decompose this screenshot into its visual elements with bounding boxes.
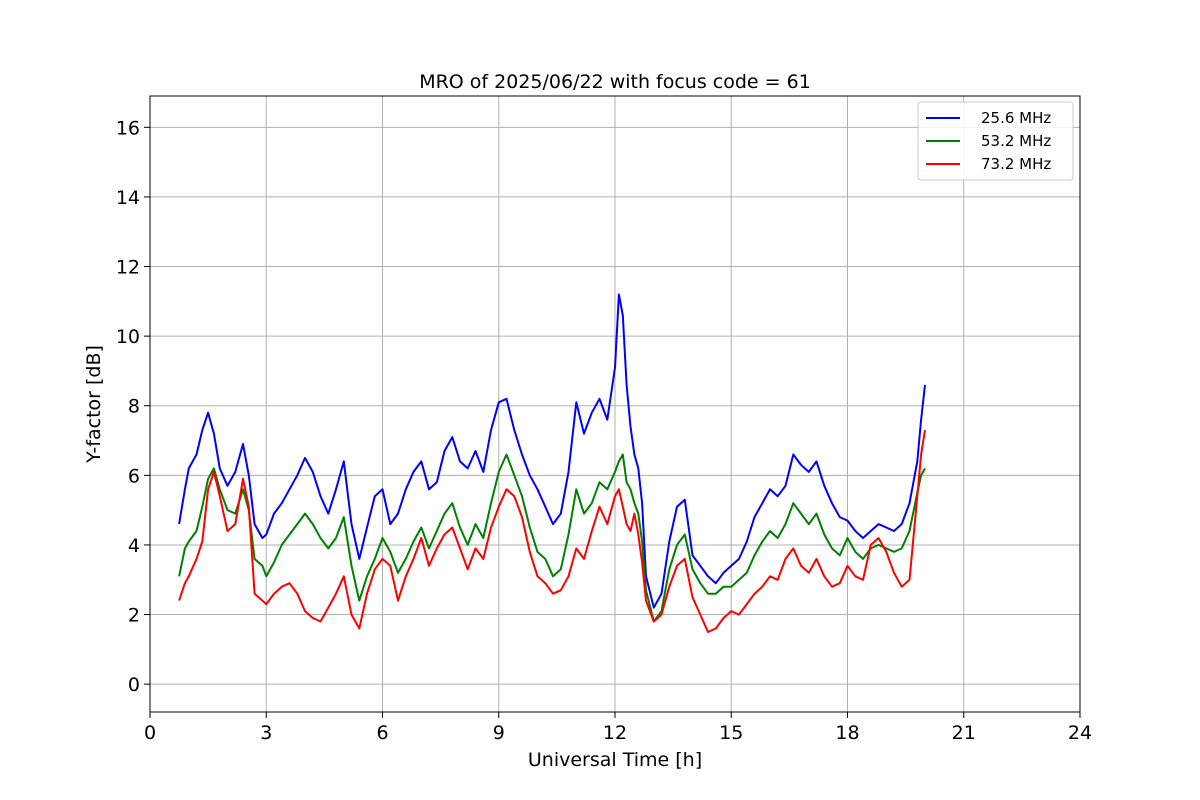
x-tick-label: 18: [835, 722, 859, 744]
legend-entry: 53.2 MHz: [981, 132, 1051, 150]
y-axis-label: Y-factor [dB]: [83, 345, 105, 464]
x-tick-label: 15: [719, 722, 743, 744]
x-tick-label: 12: [603, 722, 627, 744]
y-tick-label: 14: [116, 187, 140, 209]
y-tick-label: 10: [116, 326, 140, 348]
series-line-25-6-mhz: [178, 293, 926, 609]
series-line-73-2-mhz: [178, 429, 926, 633]
y-tick-label: 0: [128, 674, 140, 696]
y-tick-label: 2: [128, 605, 140, 627]
x-tick-label: 0: [144, 722, 156, 744]
x-tick-label: 24: [1068, 722, 1092, 744]
series-group: [178, 293, 926, 633]
legend: 25.6 MHz 53.2 MHz 73.2 MHz: [917, 101, 1074, 181]
legend-entry: 25.6 MHz: [981, 109, 1051, 127]
x-axis-label: Universal Time [h]: [528, 749, 702, 771]
series-line-53-2-mhz: [178, 453, 926, 623]
y-tick-label: 4: [128, 535, 140, 557]
y-tick-label: 16: [116, 117, 140, 139]
x-tick-label: 6: [376, 722, 388, 744]
chart-title: MRO of 2025/06/22 with focus code = 61: [419, 71, 811, 93]
x-tick-label: 21: [952, 722, 976, 744]
y-tick-label: 8: [128, 396, 140, 418]
x-tick-label: 3: [260, 722, 272, 744]
y-tick-label: 12: [116, 257, 140, 279]
legend-box: [917, 101, 1074, 181]
y-tick-label: 6: [128, 465, 140, 487]
legend-entry: 73.2 MHz: [981, 155, 1051, 173]
x-tick-label: 9: [493, 722, 505, 744]
